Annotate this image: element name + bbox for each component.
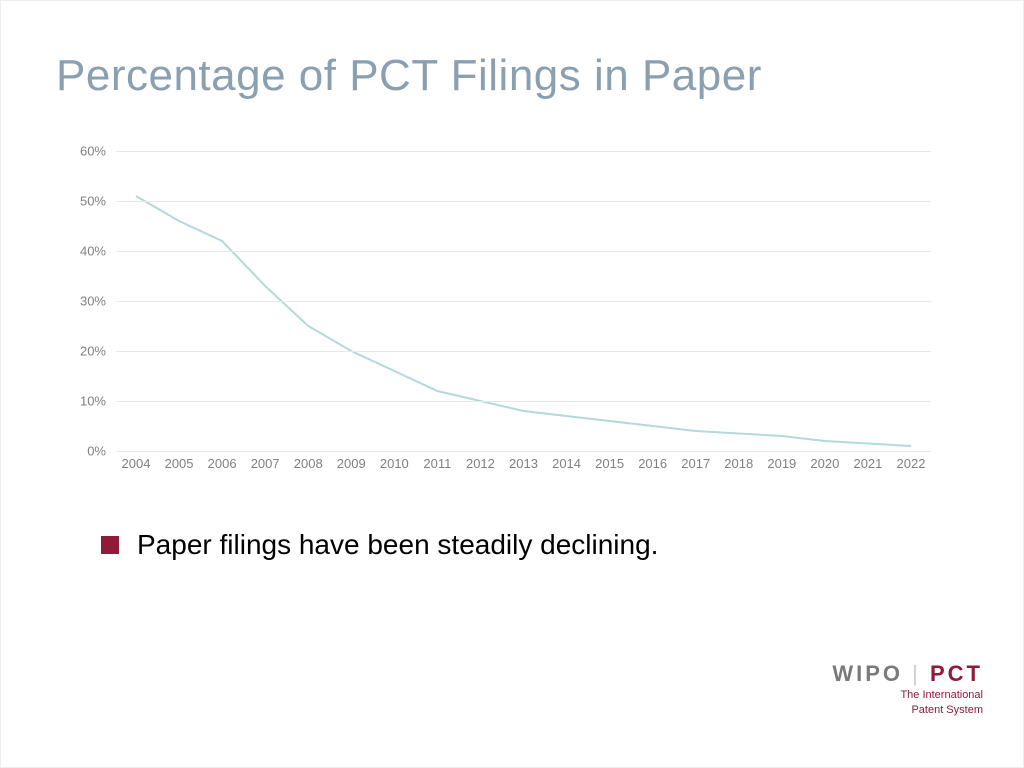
chart-x-label: 2011	[423, 456, 451, 471]
chart-y-label: 50%	[61, 194, 106, 209]
chart-x-labels: 2004 2005 2006 2007 2008 2009 2010 2011 2012 2013…	[116, 456, 931, 476]
chart-x-label: 2005	[165, 456, 194, 471]
logo-subtitle-2: Patent System	[832, 704, 983, 717]
bullet-marker	[101, 536, 119, 554]
slide: Percentage of PCT Filings in Paper 20042…	[0, 0, 1024, 768]
chart-x-label: 2021	[853, 456, 882, 471]
slide-title: Percentage of PCT Filings in Paper	[56, 51, 762, 101]
chart-y-label: 40%	[61, 244, 106, 259]
logo-divider: |	[912, 661, 921, 686]
chart-gridline	[116, 301, 931, 302]
chart-x-label: 2006	[208, 456, 237, 471]
logo-wipo-text: WIPO	[832, 661, 903, 686]
chart-x-label: 2013	[509, 456, 538, 471]
chart-x-label: 2012	[466, 456, 495, 471]
chart-y-label: 30%	[61, 294, 106, 309]
chart-y-label: 20%	[61, 344, 106, 359]
chart-gridline	[116, 351, 931, 352]
chart-x-label: 2018	[724, 456, 753, 471]
chart-x-label: 2022	[897, 456, 926, 471]
logo-line-1: WIPO | PCT	[832, 661, 983, 687]
chart-x-label: 2016	[638, 456, 667, 471]
chart-gridline	[116, 451, 931, 452]
chart-plot-area	[116, 151, 931, 451]
chart-x-label: 2019	[767, 456, 796, 471]
chart-x-label: 2008	[294, 456, 323, 471]
wipo-pct-logo: WIPO | PCT The International Patent Syst…	[832, 661, 983, 717]
chart-x-label: 2007	[251, 456, 280, 471]
chart-y-label: 0%	[61, 444, 106, 459]
chart-y-label: 10%	[61, 394, 106, 409]
chart-x-label: 2009	[337, 456, 366, 471]
chart-x-label: 2020	[810, 456, 839, 471]
chart-gridline	[116, 251, 931, 252]
logo-subtitle-1: The International	[832, 689, 983, 702]
chart-x-label: 2004	[122, 456, 151, 471]
chart-x-label: 2017	[681, 456, 710, 471]
chart-gridline	[116, 401, 931, 402]
bullet-text: Paper filings have been steadily declini…	[137, 529, 658, 561]
chart-x-label: 2015	[595, 456, 624, 471]
chart-x-label: 2014	[552, 456, 581, 471]
bullet-row: Paper filings have been steadily declini…	[101, 529, 658, 561]
chart-x-label: 2010	[380, 456, 409, 471]
chart-y-label: 60%	[61, 144, 106, 159]
logo-pct-text: PCT	[930, 661, 983, 686]
line-chart: 2004 2005 2006 2007 2008 2009 2010 2011 2012 2013…	[61, 151, 931, 481]
chart-gridline	[116, 201, 931, 202]
chart-gridline	[116, 151, 931, 152]
